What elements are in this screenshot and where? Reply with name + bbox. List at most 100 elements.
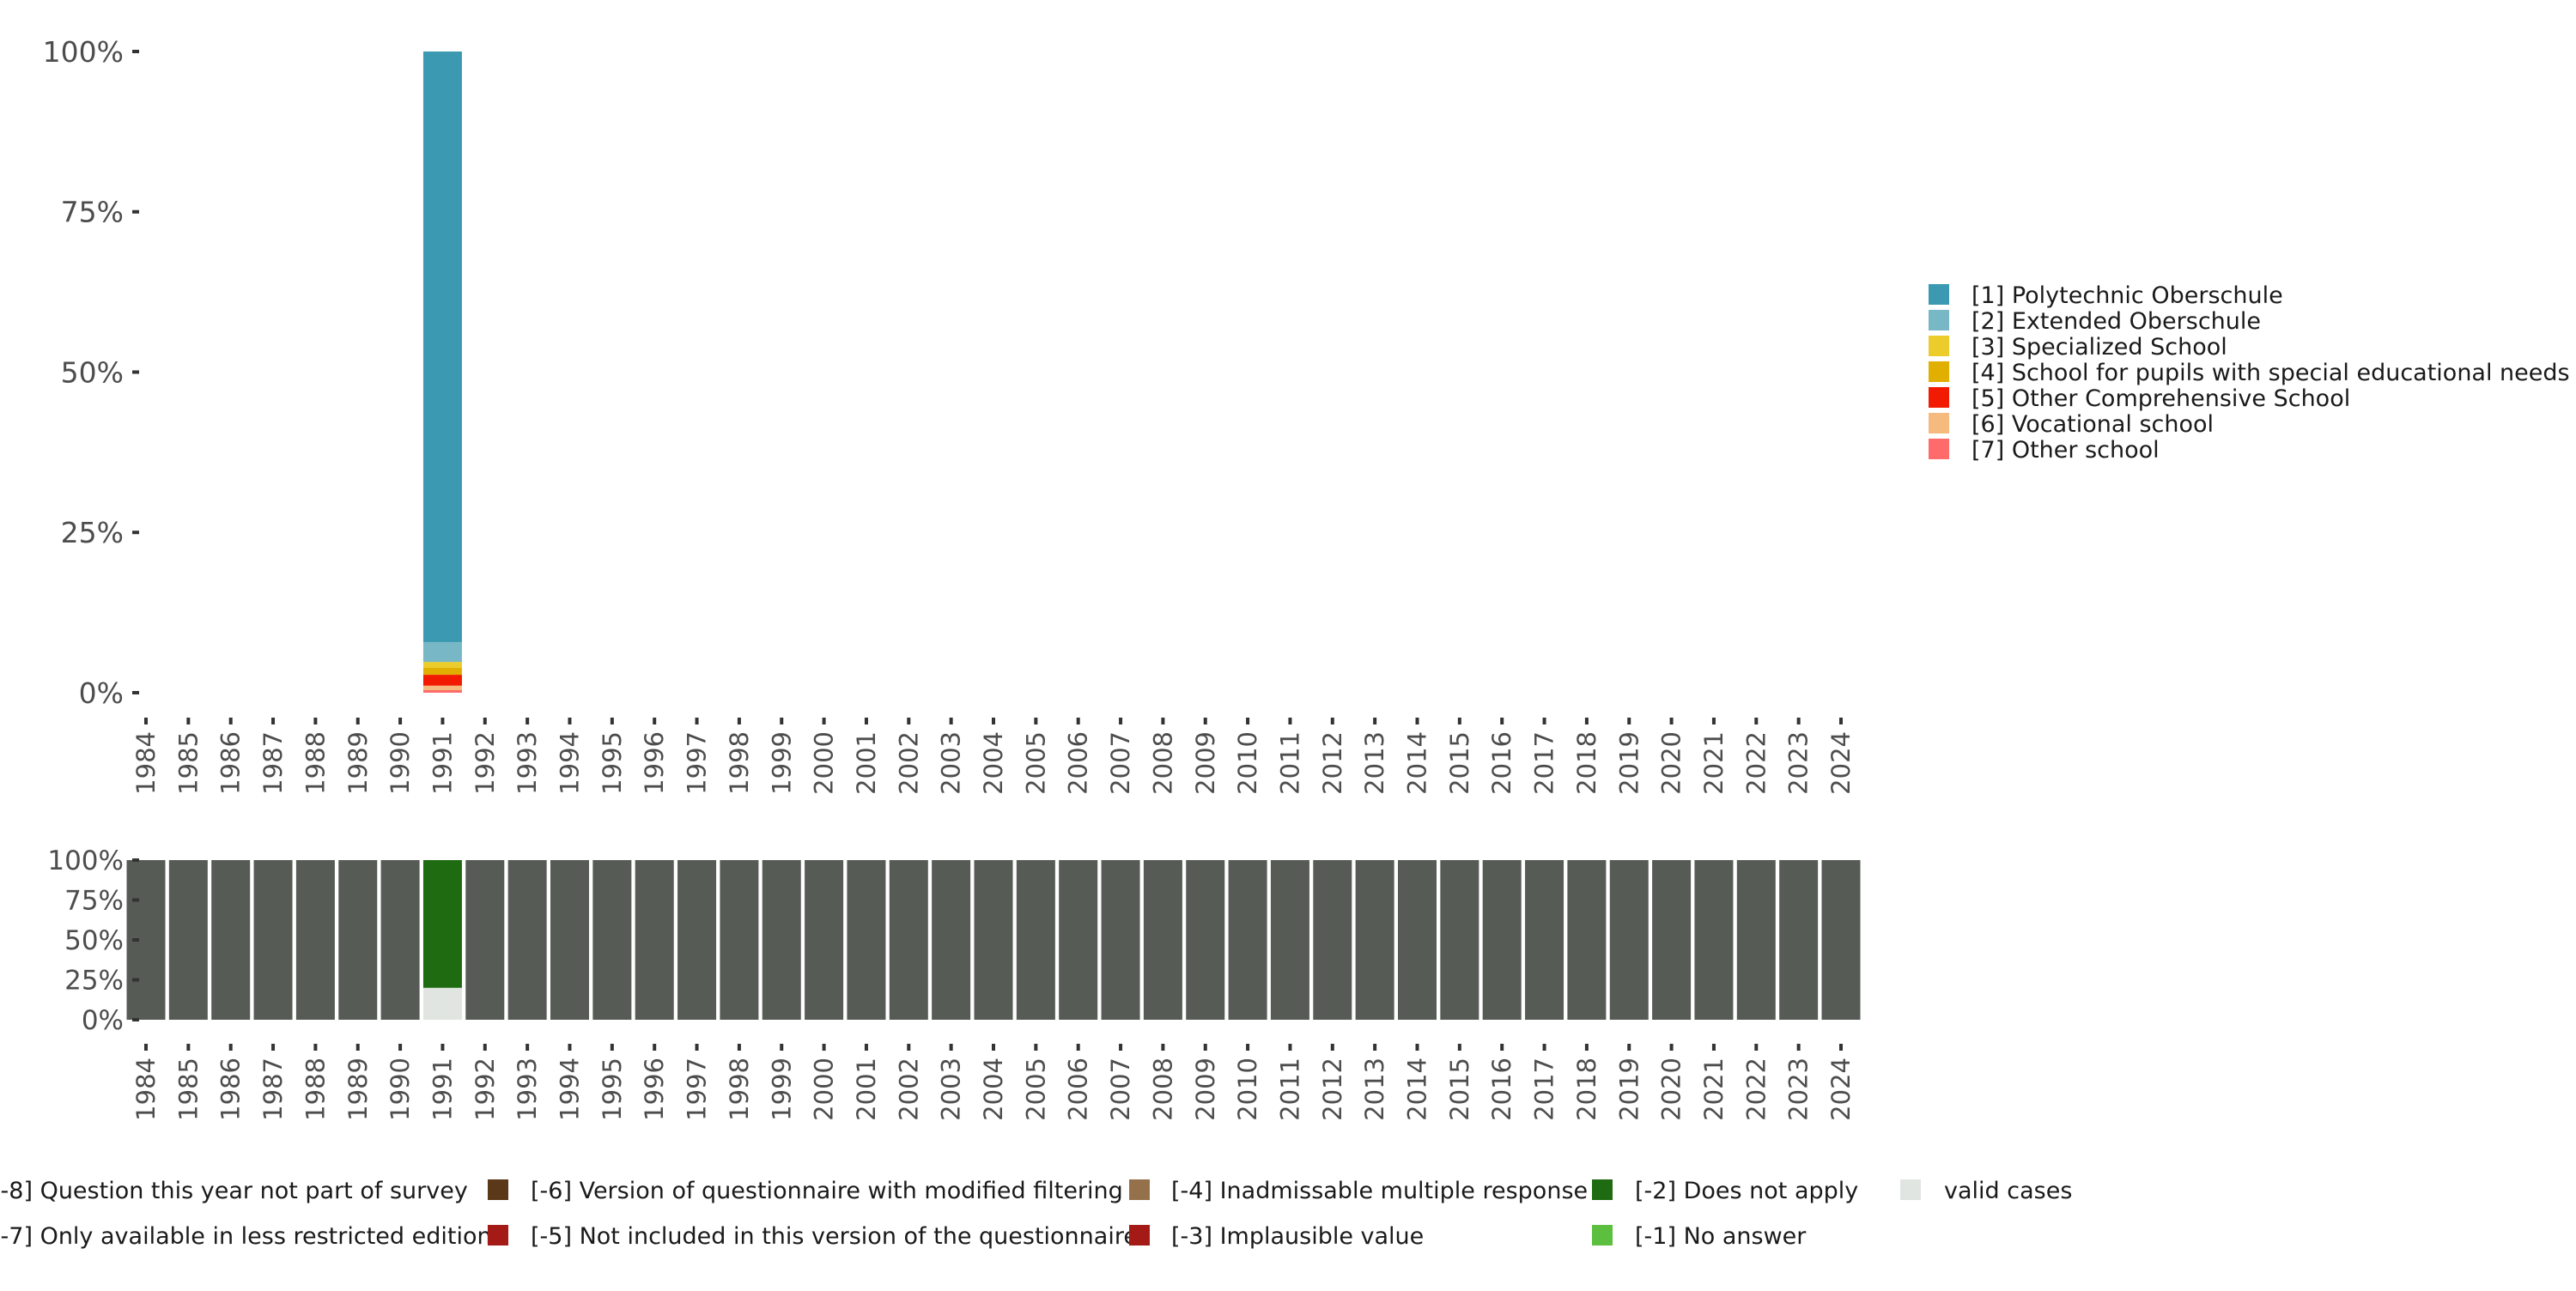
x-tick-label: 1990 [386,1058,415,1121]
x-tick-label: 2010 [1233,1058,1262,1121]
bar-segment [635,860,674,1020]
x-tick-label: 2016 [1487,731,1516,795]
bar-segment [932,860,971,1020]
top-legend: [1] Polytechnic Oberschule[2] Extended O… [1929,282,2570,464]
bar-segment [422,675,462,686]
x-tick-label: 2009 [1191,731,1220,795]
bar-segment [422,641,462,663]
x-tick-label: 2001 [852,1058,881,1121]
x-tick-label: 2001 [852,731,881,795]
x-tick-label: 1995 [598,731,627,795]
legend-swatch [1929,284,1949,305]
bar-segment [422,662,462,668]
x-tick-label: 2003 [937,1058,966,1121]
x-tick-label: 2022 [1741,731,1771,795]
y-tick-label: 100% [47,846,124,876]
legend-label: [-3] Implausible value [1171,1223,1424,1250]
legend-label: [-5] Not included in this version of the… [531,1223,1138,1250]
x-tick-label: 2004 [979,1058,1008,1121]
x-tick-label: 2002 [894,731,923,795]
bar-segment [465,860,505,1020]
x-tick-label: 2009 [1191,1058,1220,1121]
bar-segment [422,987,462,1020]
x-tick-label: 2000 [810,1058,839,1121]
bar-segment [550,860,589,1020]
x-tick-label: 1988 [301,731,330,795]
x-tick-label: 1991 [428,731,457,795]
legend-swatch [1929,387,1949,408]
legend-label: [-8] Question this year not part of surv… [0,1178,468,1204]
legend-label: [4] School for pupils with special educa… [1971,360,2570,386]
x-tick-label: 2007 [1106,731,1135,795]
x-tick-label: 2014 [1403,1058,1432,1121]
x-tick-label: 1996 [640,1058,669,1121]
legend-swatch [1592,1179,1613,1200]
bar-segment [1482,860,1522,1020]
x-tick-label: 2018 [1572,731,1601,795]
legend-swatch [488,1225,508,1246]
legend-label: [3] Specialized School [1971,334,2227,361]
x-tick-label: 2006 [1064,1058,1093,1121]
x-tick-label: 1999 [767,1058,796,1121]
y-tick-label: 75% [61,196,124,229]
bar-segment [295,860,335,1020]
legend-swatch [1929,439,1949,459]
x-tick-label: 2016 [1487,1058,1516,1121]
x-tick-label: 2017 [1530,1058,1559,1121]
legend-swatch [1929,310,1949,330]
x-tick-label: 2011 [1275,1058,1304,1121]
legend-label: [-2] Does not apply [1635,1178,1858,1204]
x-tick-label: 2005 [1021,731,1050,795]
x-tick-label: 2015 [1445,1058,1474,1121]
x-tick-label: 1994 [556,731,585,795]
x-tick-label: 1997 [683,1058,712,1121]
x-tick-label: 1985 [173,731,203,795]
bar-segment [762,860,801,1020]
bar-segment [253,860,293,1020]
legend-label: valid cases [1944,1178,2072,1204]
bar-segment [1398,860,1437,1020]
bar-segment [1440,860,1479,1020]
bar-segment [1525,860,1564,1020]
bar-segment [1821,860,1861,1020]
legend-label: [7] Other school [1971,437,2160,464]
bar-segment [338,860,378,1020]
y-tick-label: 75% [64,886,124,917]
y-tick-label: 25% [61,516,124,549]
bar-segment [1186,860,1225,1020]
x-tick-label: 2013 [1360,1058,1389,1121]
y-tick-label: 25% [64,966,124,997]
x-tick-label: 2014 [1403,731,1432,795]
bar-segment [1567,860,1607,1020]
x-tick-label: 2007 [1106,1058,1135,1121]
legend-label: [-4] Inadmissable multiple response [1171,1178,1588,1204]
x-tick-label: 1996 [640,731,669,795]
x-tick-label: 2018 [1572,1058,1601,1121]
x-tick-label: 1986 [216,1058,246,1121]
bar-segment [974,860,1013,1020]
legend-swatch [1129,1179,1150,1200]
legend-swatch [1900,1179,1921,1200]
y-tick-label: 50% [61,355,124,389]
x-tick-label: 2000 [810,731,839,795]
x-tick-label: 2019 [1614,1058,1643,1121]
x-tick-label: 2021 [1699,731,1728,795]
bar-segment [1779,860,1819,1020]
x-tick-label: 2005 [1021,1058,1050,1121]
x-tick-label: 2015 [1445,731,1474,795]
x-tick-label: 2022 [1741,1058,1771,1121]
y-tick-label: 100% [43,35,124,69]
bottom-legend: [-8] Question this year not part of surv… [0,1178,2072,1250]
x-tick-label: 1989 [343,731,373,795]
x-tick-label: 1997 [683,731,712,795]
x-tick-label: 1998 [725,731,754,795]
x-tick-label: 2008 [1148,731,1177,795]
x-tick-label: 1987 [258,1058,288,1121]
x-tick-label: 1984 [131,1058,161,1121]
x-tick-label: 1986 [216,731,246,795]
legend-label: [-6] Version of questionnaire with modif… [531,1178,1123,1204]
x-tick-label: 1992 [471,731,500,795]
legend-swatch [488,1179,508,1200]
bottom-chart-axes: 0% 25% 50% 75% 100% 1984 1985 1986 1987 1988 1989 1… [47,846,1856,1121]
